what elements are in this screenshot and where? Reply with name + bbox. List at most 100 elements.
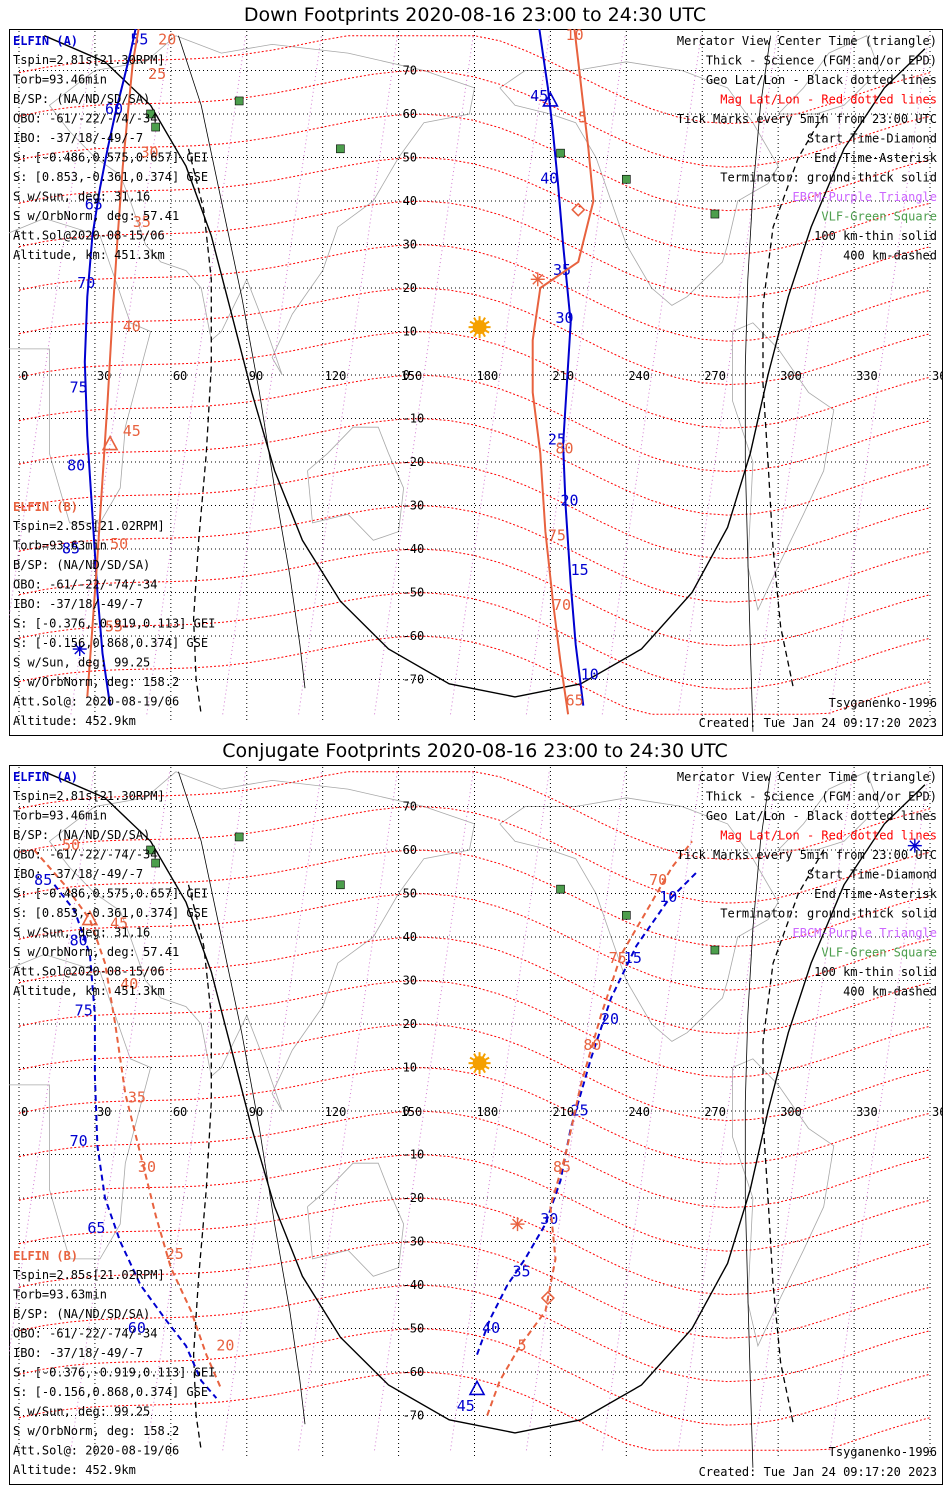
- mag-lat-line: [18, 1067, 931, 1165]
- track-time-label: 85: [34, 871, 52, 889]
- track-time-label: 20: [561, 492, 579, 510]
- vlf-station-marker: [556, 148, 565, 158]
- elfin-a-info-line: S: [-0.486,0.575,0.657] GEI: [13, 151, 208, 165]
- legend-entry: EBCM-Purple Triangle: [793, 926, 938, 940]
- legend-entry: Mag Lat/Lon - Red dotted lines: [720, 829, 937, 843]
- mag-lat-line: [18, 635, 931, 715]
- lon-tick-label: 0: [21, 1105, 28, 1119]
- track-time-label: 80: [583, 1036, 601, 1054]
- elfin-a-info-line: S w/Sun, deg: 31.16: [13, 926, 150, 940]
- track-time-label: 25: [166, 1245, 184, 1263]
- lat-tick-label: 70: [403, 800, 417, 814]
- lon-tick-label: 0: [21, 369, 28, 383]
- track-time-label: 80: [70, 932, 88, 950]
- mag-lat-line: [18, 548, 931, 647]
- view-center-triangle: [542, 91, 559, 107]
- lon-tick-label: 60: [173, 1105, 187, 1119]
- map-frame: [9, 765, 943, 1485]
- lon-tick-label: 120: [325, 1105, 347, 1119]
- lat-tick-label: -20: [403, 455, 425, 469]
- end-asterisk-stroke: [532, 273, 544, 285]
- elfin-b-info-line: IBO: -37/18/-49/-7: [13, 597, 143, 611]
- vlf-station-marker: [151, 122, 160, 132]
- elfin-a-info-line: S w/OrbNorm, deg: 57.41: [13, 945, 179, 959]
- terminator-ground: [44, 35, 926, 698]
- mag-lat-line: [18, 1154, 931, 1252]
- track-time-label: 75: [70, 378, 88, 396]
- vlf-station-marker: [234, 832, 244, 842]
- mag-lat-line: [18, 806, 931, 904]
- lon-tick-label: 210: [552, 369, 574, 383]
- elfin-b-info-line: IBO: -37/18/-49/-7: [13, 1346, 143, 1360]
- legend-entry: Tick Marks every 5min from 23:00 UTC: [677, 112, 937, 126]
- elfin-b-info-line: S w/OrbNorm, deg: 158.2: [13, 675, 179, 689]
- lat-tick-label: 30: [403, 974, 417, 988]
- track-time-label: 45: [123, 422, 141, 440]
- conjugate-footprints-map: 0306090120150180210240270300330360-70-60…: [9, 765, 943, 1485]
- track-time-label: 55: [105, 618, 123, 636]
- elfin-b-info-line: Torb=93.63min: [13, 539, 107, 553]
- lat-tick-label: 10: [403, 1061, 417, 1075]
- lat-tick-label: -30: [403, 1235, 425, 1249]
- track-time-label: 55: [130, 30, 148, 48]
- elfin-b-info-line: S: [-0.156,0.868,0.374] GSE: [13, 636, 208, 650]
- track-time-label: 50: [62, 836, 80, 854]
- track-time-label: 15: [624, 949, 642, 967]
- lat-tick-label: -30: [403, 499, 425, 513]
- legend-entry: EBCM-Purple Triangle: [793, 190, 938, 204]
- track-time-label: 10: [581, 666, 599, 684]
- legend-entry: Geo Lat/Lon - Black dotted lines: [706, 809, 937, 823]
- track-time-label: 85: [62, 539, 80, 557]
- track-time-label: 35: [512, 1262, 530, 1280]
- legend-entry: Mercator View Center Time (triangle): [677, 770, 937, 784]
- view-center-triangle: [81, 909, 99, 926]
- legend-entry: Terminator: ground-thick solid: [720, 171, 937, 185]
- lon-tick-label: 150: [401, 369, 423, 383]
- lat-tick-label: 50: [403, 151, 417, 165]
- track-time-label: 70: [70, 1132, 88, 1150]
- vlf-station-marker: [151, 858, 160, 868]
- legend-entry: Start Time-Diamond: [807, 868, 937, 882]
- lat-tick-label: 40: [403, 194, 417, 208]
- legend-entry: 400 km-dashed: [843, 249, 937, 263]
- elfin-a-info-line: Altitude, km: 451.3km: [13, 248, 165, 262]
- track-time-label: 80: [67, 457, 85, 475]
- panel2-title: Conjugate Footprints 2020-08-16 23:00 to…: [222, 740, 728, 762]
- view-center-triangle: [468, 1379, 486, 1396]
- elfin-b-info-line: B/SP: (NA/ND/SD/SA): [13, 1307, 150, 1321]
- mag-lat-line: [18, 1328, 931, 1426]
- elfin-a-info-line: Torb=93.46min: [13, 809, 107, 823]
- lon-tick-label: 30: [97, 369, 111, 383]
- legend-entry: 100 km-thin solid: [814, 229, 937, 243]
- lon-tick-label: 60: [173, 369, 187, 383]
- elfin-b-info-line: S w/OrbNorm, deg: 158.2: [13, 1424, 179, 1438]
- elfin-a-info-line: B/SP: (NA/ND/SD/SA): [13, 92, 150, 106]
- elfin-a-info-line: Tspin=2.81s[21.30RPM]: [13, 53, 165, 67]
- lat-tick-label: 10: [403, 325, 417, 339]
- mag-lat-line: [18, 1023, 931, 1122]
- legend-entry: Geo Lat/Lon - Black dotted lines: [706, 73, 937, 87]
- continent-outline-5: [777, 771, 880, 851]
- sun-marker: [472, 320, 487, 335]
- legend-entry: Start Time-Diamond: [807, 132, 937, 146]
- lat-tick-label: 20: [403, 1017, 417, 1031]
- elfin-b-info-line: S: [-0.376,-0.919,0.113] GEI: [13, 1366, 215, 1380]
- lon-tick-label: 270: [704, 1105, 726, 1119]
- elfin-b-info-line: Tspin=2.85s[21.02RPM]: [13, 519, 165, 533]
- mag-lat-line: [18, 70, 931, 168]
- created-timestamp: Created: Tue Jan 24 09:17:20 2023: [699, 716, 937, 730]
- mag-lat-line: [18, 849, 931, 948]
- track-0-west: [53, 884, 218, 1399]
- legend-entry: 100 km-thin solid: [814, 965, 937, 979]
- lon-tick-label: 330: [856, 369, 878, 383]
- elfin-b-info-line: S w/Sun, deg: 99.25: [13, 656, 150, 670]
- track-time-label: 65: [87, 1219, 105, 1237]
- vlf-station-marker: [234, 96, 244, 106]
- lon-tick-label: 240: [628, 369, 650, 383]
- lat-tick-label: 50: [403, 887, 417, 901]
- terminator-400km-east: [762, 849, 825, 1425]
- track-time-label: 60: [128, 1319, 146, 1337]
- continent-outline-4: [732, 322, 835, 612]
- track-time-label: 70: [77, 274, 95, 292]
- track-time-label: 25: [571, 1101, 589, 1119]
